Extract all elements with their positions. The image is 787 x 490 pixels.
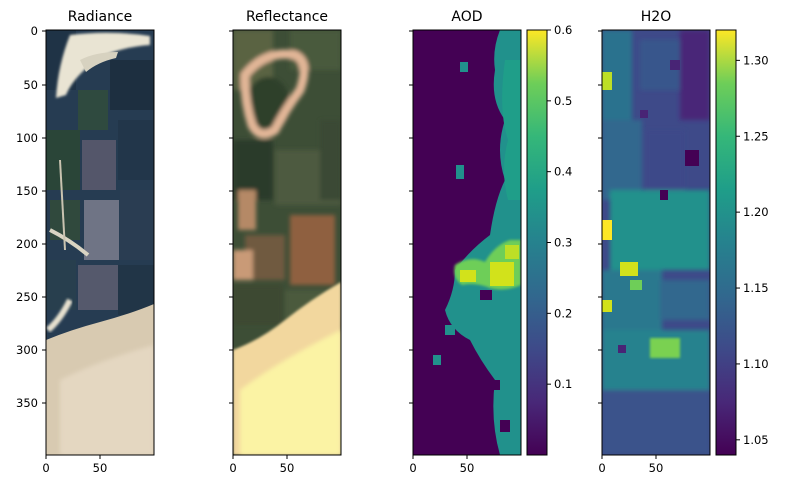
panel-title: Radiance <box>68 9 133 25</box>
colorbar-tick-label: 1.30 <box>743 53 769 67</box>
panel-radiance: Radiance <box>16 9 155 475</box>
x-tick-label: 0 <box>229 461 236 475</box>
colorbar-tick-label: 0.2 <box>554 306 572 320</box>
x-ticks: 0 50 <box>598 455 663 475</box>
panel-reflectance: Reflectance <box>229 9 342 475</box>
x-tick-label: 50 <box>460 461 475 475</box>
colorbar-tick-label: 0.4 <box>554 165 572 179</box>
colorbar-ticks: 1.05 1.10 1.15 1.20 1.25 1.30 <box>736 53 769 447</box>
x-tick-label: 0 <box>598 461 605 475</box>
y-tick-label: 0 <box>31 24 38 38</box>
colorbar-gradient <box>527 30 547 455</box>
colorbar-aod: 0.1 0.2 0.3 0.4 0.5 0.6 <box>526 23 572 456</box>
y-ticks <box>409 30 413 404</box>
colorbar-frame <box>715 29 737 456</box>
x-ticks: 0 50 <box>42 455 107 475</box>
x-tick-label: 50 <box>280 461 295 475</box>
colorbar-tick-label: 0.3 <box>554 236 572 250</box>
y-ticks <box>598 30 602 404</box>
colorbar-tick-label: 1.20 <box>743 205 769 219</box>
colorbar-tick-label: 1.25 <box>743 129 769 143</box>
y-tick-label: 200 <box>16 237 38 251</box>
y-ticks: 0 50 100 150 200 250 300 350 <box>16 24 46 410</box>
colorbar-tick-label: 0.5 <box>554 94 572 108</box>
panel-title: AOD <box>451 9 482 25</box>
panel-title: H2O <box>641 9 671 25</box>
y-tick-label: 150 <box>16 184 38 198</box>
colorbar-ticks: 0.1 0.2 0.3 0.4 0.5 0.6 <box>547 23 572 391</box>
y-tick-label: 350 <box>16 396 38 410</box>
aod-image <box>413 30 521 455</box>
colorbar-tick-label: 1.15 <box>743 281 769 295</box>
y-ticks <box>229 30 233 404</box>
colorbar-tick-label: 0.1 <box>554 377 572 391</box>
reflectance-image <box>233 30 341 455</box>
h2o-image <box>602 30 710 455</box>
colorbar-tick-label: 1.05 <box>743 433 769 447</box>
x-tick-label: 50 <box>649 461 664 475</box>
colorbar-gradient <box>716 30 736 455</box>
x-ticks: 0 50 <box>409 455 474 475</box>
y-tick-label: 250 <box>16 290 38 304</box>
x-tick-label: 50 <box>93 461 108 475</box>
x-tick-label: 0 <box>42 461 49 475</box>
y-tick-label: 100 <box>16 131 38 145</box>
panel-aod: AOD 0 50 <box>409 9 522 475</box>
y-tick-label: 300 <box>16 343 38 357</box>
panel-h2o: H2O <box>598 9 711 475</box>
x-tick-label: 0 <box>409 461 416 475</box>
x-ticks: 0 50 <box>229 455 294 475</box>
colorbar-tick-label: 0.6 <box>554 23 572 37</box>
colorbar-h2o: 1.05 1.10 1.15 1.20 1.25 1.30 <box>715 29 769 456</box>
colorbar-tick-label: 1.10 <box>743 357 769 371</box>
radiance-image <box>46 30 154 455</box>
panel-title: Reflectance <box>246 9 328 25</box>
y-tick-label: 50 <box>23 78 38 92</box>
